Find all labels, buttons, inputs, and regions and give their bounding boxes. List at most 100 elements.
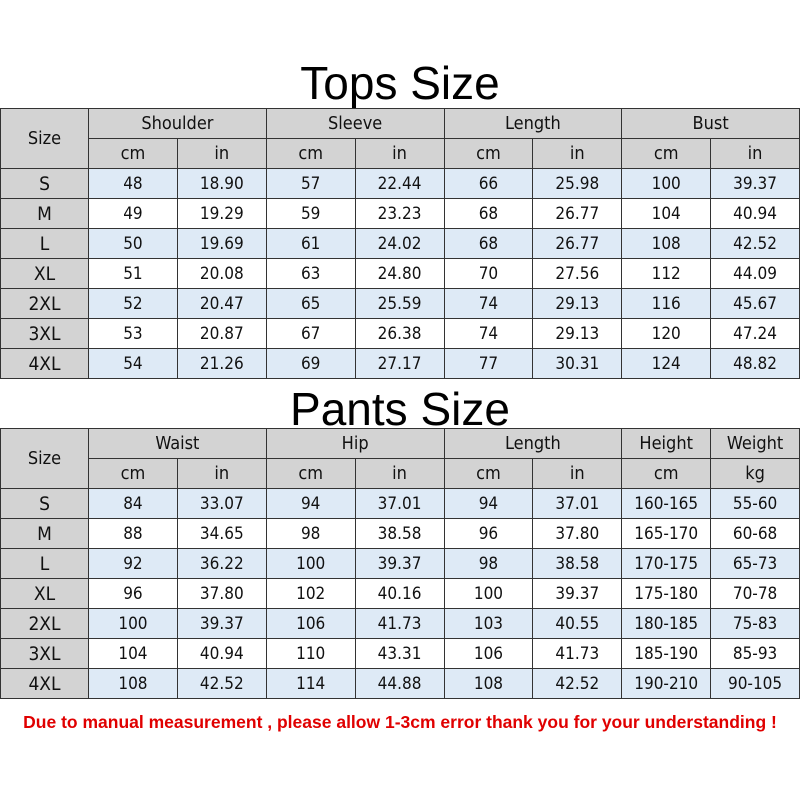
value-cell: 37.80 xyxy=(176,578,267,609)
value-cell: 68 xyxy=(443,228,534,259)
value-cell: 25.59 xyxy=(354,288,445,319)
value-cell: 104 xyxy=(88,638,178,669)
value-cell: 98 xyxy=(443,548,534,579)
value-cell: 70-78 xyxy=(710,578,800,609)
value-cell: 106 xyxy=(265,608,356,639)
value-cell: 92 xyxy=(88,548,178,579)
value-cell: 160-165 xyxy=(621,488,712,519)
unit-header: cm xyxy=(265,458,356,489)
value-cell: 25.98 xyxy=(532,168,623,199)
value-cell: 100 xyxy=(443,578,534,609)
value-cell: 40.94 xyxy=(176,638,267,669)
value-cell: 39.37 xyxy=(532,578,623,609)
size-cell: S xyxy=(0,488,89,519)
value-cell: 77 xyxy=(443,348,534,379)
table-row: XL 51 20.08 63 24.80 70 27.56 112 44.09 xyxy=(0,258,800,289)
value-cell: 84 xyxy=(88,488,178,519)
value-cell: 69 xyxy=(265,348,356,379)
value-cell: 102 xyxy=(265,578,356,609)
value-cell: 37.01 xyxy=(354,488,445,519)
value-cell: 67 xyxy=(265,318,356,349)
value-cell: 43.31 xyxy=(354,638,445,669)
value-cell: 170-175 xyxy=(621,548,712,579)
value-cell: 48 xyxy=(88,168,178,199)
value-cell: 34.65 xyxy=(176,518,267,549)
value-cell: 74 xyxy=(443,288,534,319)
value-cell: 96 xyxy=(88,578,178,609)
value-cell: 175-180 xyxy=(621,578,712,609)
unit-header: in xyxy=(354,138,445,169)
value-cell: 108 xyxy=(621,228,712,259)
value-cell: 60-68 xyxy=(710,518,800,549)
unit-header: cm xyxy=(443,138,534,169)
value-cell: 21.26 xyxy=(176,348,267,379)
unit-header: in xyxy=(176,458,267,489)
group-header: Sleeve xyxy=(265,108,445,139)
value-cell: 29.13 xyxy=(532,288,623,319)
value-cell: 65-73 xyxy=(710,548,800,579)
value-cell: 51 xyxy=(88,258,178,289)
size-cell: S xyxy=(0,168,89,199)
value-cell: 74 xyxy=(443,318,534,349)
value-cell: 40.55 xyxy=(532,608,623,639)
value-cell: 57 xyxy=(265,168,356,199)
value-cell: 38.58 xyxy=(354,518,445,549)
table-row: 4XL 108 42.52 114 44.88 108 42.52 190-210 90-105 xyxy=(0,668,800,699)
value-cell: 54 xyxy=(88,348,178,379)
value-cell: 47.24 xyxy=(710,318,800,349)
table-row: 2XL 52 20.47 65 25.59 74 29.13 116 45.67 xyxy=(0,288,800,319)
value-cell: 41.73 xyxy=(532,638,623,669)
value-cell: 55-60 xyxy=(710,488,800,519)
size-header: Size xyxy=(0,428,89,489)
value-cell: 26.77 xyxy=(532,198,623,229)
value-cell: 42.52 xyxy=(532,668,623,699)
size-cell: 4XL xyxy=(0,348,89,379)
value-cell: 41.73 xyxy=(354,608,445,639)
table-row: M 88 34.65 98 38.58 96 37.80 165-170 60-68 xyxy=(0,518,800,549)
table-row: M 49 19.29 59 23.23 68 26.77 104 40.94 xyxy=(0,198,800,229)
value-cell: 20.87 xyxy=(176,318,267,349)
value-cell: 39.37 xyxy=(354,548,445,579)
size-cell: 3XL xyxy=(0,638,89,669)
value-cell: 61 xyxy=(265,228,356,259)
value-cell: 63 xyxy=(265,258,356,289)
unit-header: cm xyxy=(621,138,712,169)
table-row: S 48 18.90 57 22.44 66 25.98 100 39.37 xyxy=(0,168,800,199)
value-cell: 110 xyxy=(265,638,356,669)
pants-size-table: Size Waist Hip Length Height Weight cm in… xyxy=(0,428,800,699)
value-cell: 19.69 xyxy=(176,228,267,259)
value-cell: 75-83 xyxy=(710,608,800,639)
value-cell: 94 xyxy=(443,488,534,519)
tops-size-title: Tops Size xyxy=(300,57,500,109)
unit-header: cm xyxy=(621,458,712,489)
value-cell: 96 xyxy=(443,518,534,549)
value-cell: 185-190 xyxy=(621,638,712,669)
value-cell: 85-93 xyxy=(710,638,800,669)
value-cell: 48.82 xyxy=(710,348,800,379)
value-cell: 116 xyxy=(621,288,712,319)
value-cell: 112 xyxy=(621,258,712,289)
value-cell: 20.47 xyxy=(176,288,267,319)
value-cell: 44.88 xyxy=(354,668,445,699)
value-cell: 108 xyxy=(88,668,178,699)
value-cell: 26.77 xyxy=(532,228,623,259)
group-header: Hip xyxy=(265,428,445,459)
value-cell: 38.58 xyxy=(532,548,623,579)
value-cell: 180-185 xyxy=(621,608,712,639)
value-cell: 37.01 xyxy=(532,488,623,519)
size-cell: 2XL xyxy=(0,608,89,639)
value-cell: 33.07 xyxy=(176,488,267,519)
value-cell: 20.08 xyxy=(176,258,267,289)
value-cell: 120 xyxy=(621,318,712,349)
value-cell: 30.31 xyxy=(532,348,623,379)
group-header: Length xyxy=(443,108,623,139)
size-cell: XL xyxy=(0,578,89,609)
unit-header: cm xyxy=(265,138,356,169)
value-cell: 100 xyxy=(621,168,712,199)
size-cell: 3XL xyxy=(0,318,89,349)
value-cell: 68 xyxy=(443,198,534,229)
value-cell: 104 xyxy=(621,198,712,229)
value-cell: 88 xyxy=(88,518,178,549)
value-cell: 49 xyxy=(88,198,178,229)
value-cell: 36.22 xyxy=(176,548,267,579)
